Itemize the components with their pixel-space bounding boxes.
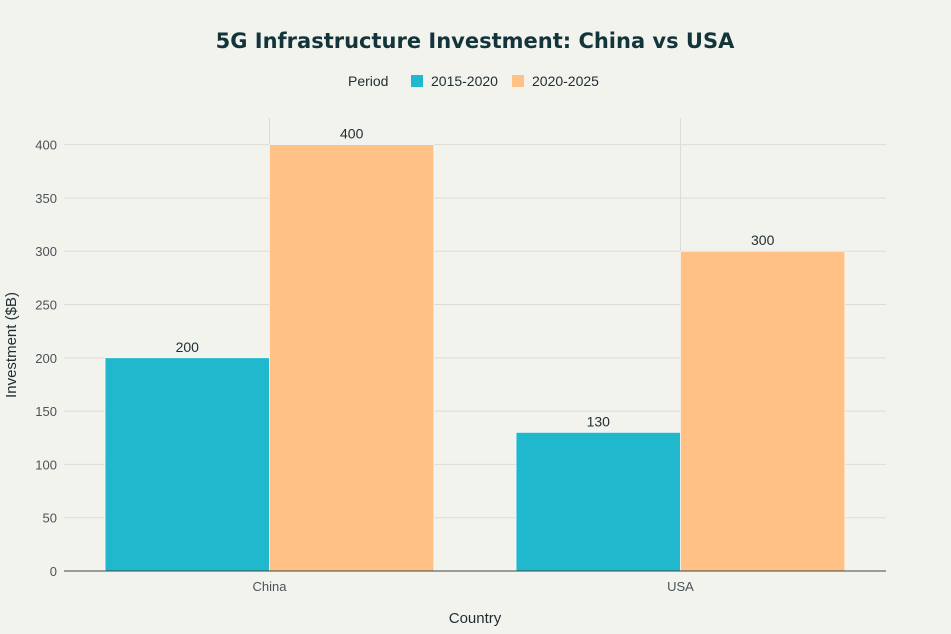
x-axis-title: Country	[449, 610, 502, 627]
y-tick-label: 0	[50, 564, 57, 579]
legend-swatch	[411, 75, 423, 87]
bars	[104, 144, 846, 572]
bar-china-2020-2025	[269, 144, 435, 572]
legend-item-label: 2015-2020	[431, 73, 498, 89]
x-tick-label: USA	[667, 579, 694, 594]
bar-value-label: 400	[340, 126, 364, 142]
y-tick-label: 250	[35, 298, 57, 313]
y-tick-label: 50	[43, 511, 57, 526]
bar-china-2015-2020	[104, 357, 270, 572]
y-tick-label: 200	[35, 351, 57, 366]
bar-value-label: 130	[587, 413, 611, 429]
bar-usa-2015-2020	[515, 432, 681, 572]
y-axis-title: Investment ($B)	[3, 292, 20, 398]
axes: 0 50 100 150 200 250 300 350 400 China USA	[35, 138, 886, 594]
legend-title: Period	[348, 73, 388, 89]
legend: Period 2015-2020 2020-2025	[348, 73, 599, 89]
data-labels: 200 400 130 300	[176, 126, 775, 430]
y-tick-label: 100	[35, 457, 57, 472]
y-tick-label: 350	[35, 191, 57, 206]
bar-usa-2020-2025	[680, 250, 846, 572]
legend-item-label: 2020-2025	[532, 73, 599, 89]
y-tick-label: 400	[35, 138, 57, 153]
bar-value-label: 300	[751, 232, 775, 248]
legend-swatch	[512, 75, 524, 87]
y-tick-label: 300	[35, 244, 57, 259]
bar-value-label: 200	[176, 339, 200, 355]
x-tick-label: China	[253, 579, 288, 594]
y-tick-label: 150	[35, 404, 57, 419]
chart-title: 5G Infrastructure Investment: China vs U…	[216, 29, 736, 53]
